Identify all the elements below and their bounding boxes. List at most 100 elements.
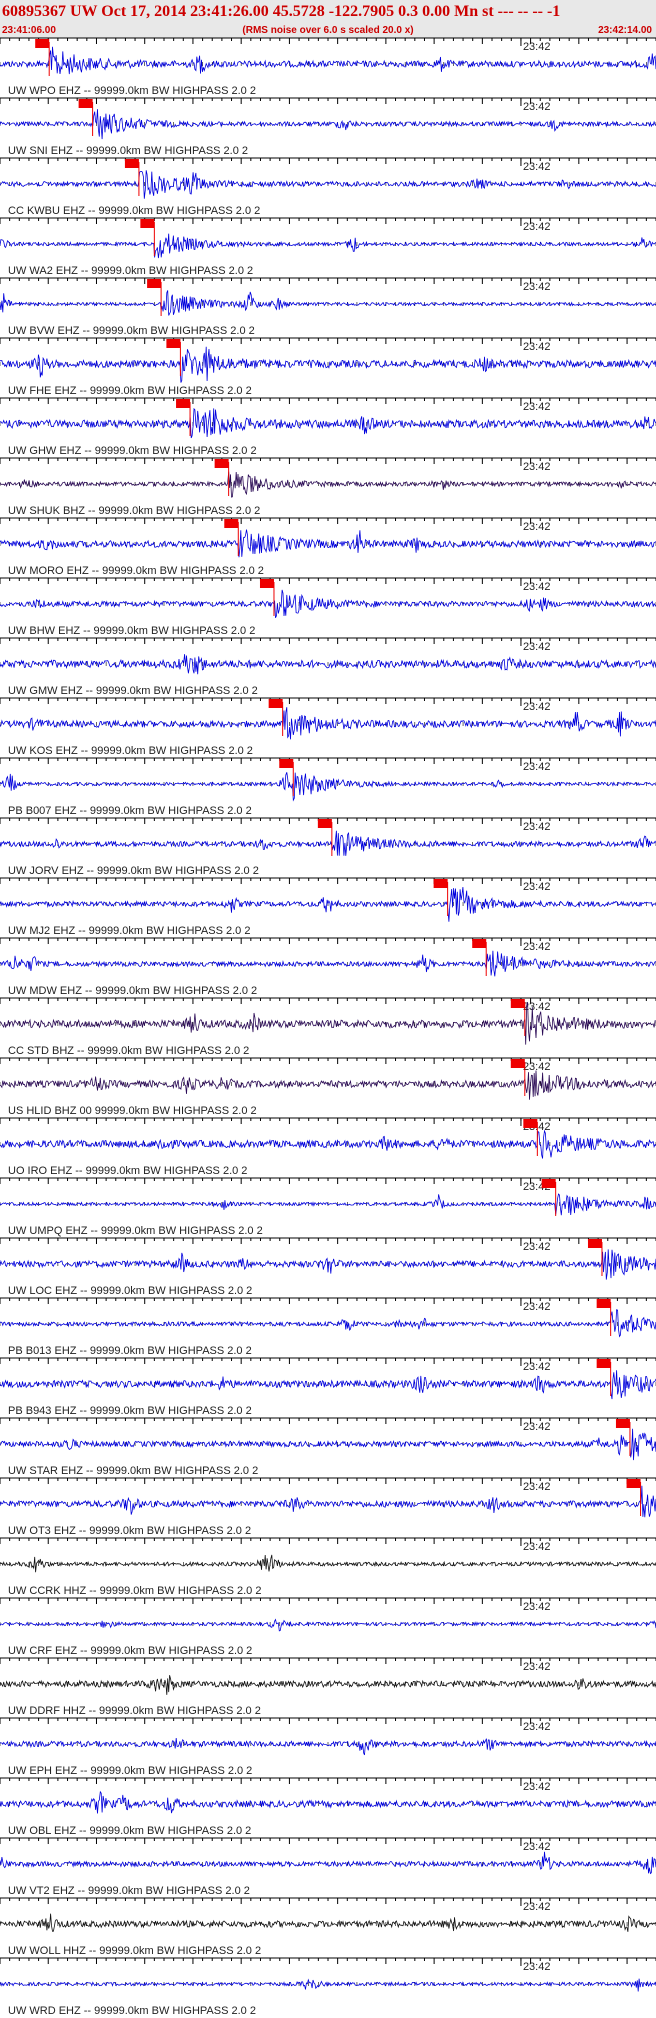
pick-flag bbox=[541, 1179, 556, 1188]
waveform bbox=[0, 109, 656, 140]
station-label: UW WA2 EHZ -- 99999.0km BW HIGHPASS 2.0 … bbox=[8, 265, 253, 277]
waveform bbox=[0, 1978, 656, 1992]
station-label: UW OBL EHZ -- 99999.0km BW HIGHPASS 2.0 … bbox=[8, 1825, 251, 1837]
time-label: 23:42 bbox=[523, 41, 551, 53]
pick-flag bbox=[224, 519, 239, 528]
station-label: UW WRD EHZ -- 99999.0km BW HIGHPASS 2.0 … bbox=[8, 2005, 256, 2017]
pick-flag bbox=[472, 939, 487, 948]
station-label: UW FHE EHZ -- 99999.0km BW HIGHPASS 2.0 … bbox=[8, 385, 252, 397]
pick-flag bbox=[176, 399, 191, 408]
time-label: 23:42 bbox=[523, 701, 551, 713]
time-label: 23:42 bbox=[523, 1061, 551, 1073]
station-label: UW BHW EHZ -- 99999.0km BW HIGHPASS 2.0 … bbox=[8, 625, 255, 637]
pick-flag bbox=[268, 699, 283, 708]
time-label: 23:42 bbox=[523, 1841, 551, 1853]
station-label: PB B943 EHZ -- 99999.0km BW HIGHPASS 2.0… bbox=[8, 1405, 252, 1417]
waveform bbox=[0, 46, 656, 75]
pick-flag bbox=[433, 879, 448, 888]
pick-flag bbox=[615, 1419, 630, 1428]
waveform bbox=[0, 1309, 656, 1338]
time-label: 23:42 bbox=[523, 1721, 551, 1733]
waveform bbox=[0, 1070, 656, 1100]
waveform bbox=[0, 707, 656, 740]
pick-flag bbox=[35, 39, 50, 48]
station-label: UW MDW EHZ -- 99999.0km BW HIGHPASS 2.0 … bbox=[8, 985, 257, 997]
time-label: 23:42 bbox=[523, 1361, 551, 1373]
station-label: UW MJ2 EHZ -- 99999.0km BW HIGHPASS 2.0 … bbox=[8, 925, 250, 937]
waveform bbox=[0, 1618, 656, 1632]
waveform bbox=[0, 1370, 656, 1400]
pick-flag bbox=[166, 339, 181, 348]
pick-flag bbox=[596, 1299, 611, 1308]
station-label: PB B013 EHZ -- 99999.0km BW HIGHPASS 2.0… bbox=[8, 1345, 252, 1357]
time-label: 23:42 bbox=[523, 941, 551, 953]
pick-flag bbox=[140, 219, 155, 228]
time-label: 23:42 bbox=[523, 1241, 551, 1253]
station-label: UW STAR EHZ -- 99999.0km BW HIGHPASS 2.0… bbox=[8, 1465, 258, 1477]
waveform bbox=[0, 1193, 656, 1216]
time-label: 23:42 bbox=[523, 761, 551, 773]
station-label: UW KOS EHZ -- 99999.0km BW HIGHPASS 2.0 … bbox=[8, 745, 253, 757]
station-label: UW WOLL HHZ -- 99999.0km BW HIGHPASS 2.0… bbox=[8, 1945, 261, 1957]
waveform bbox=[0, 471, 656, 498]
time-label: 23:42 bbox=[523, 1541, 551, 1553]
pick-flag bbox=[214, 459, 229, 468]
station-label: UW SNI EHZ -- 99999.0km BW HIGHPASS 2.0 … bbox=[8, 145, 248, 157]
time-label: 23:42 bbox=[523, 821, 551, 833]
time-label: 23:42 bbox=[523, 341, 551, 353]
waveform bbox=[0, 886, 656, 922]
waveform bbox=[0, 346, 656, 383]
time-label: 23:42 bbox=[523, 1781, 551, 1793]
waveform bbox=[0, 407, 656, 439]
time-label: 23:42 bbox=[523, 521, 551, 533]
waveform bbox=[0, 1675, 656, 1695]
time-label: 23:42 bbox=[523, 221, 551, 233]
waveform bbox=[0, 1738, 656, 1756]
time-label: 23:42 bbox=[523, 1961, 551, 1973]
waveform bbox=[0, 589, 656, 618]
pick-flag bbox=[626, 1479, 641, 1488]
station-label: UW GHW EHZ -- 99999.0km BW HIGHPASS 2.0 … bbox=[8, 445, 257, 457]
pick-flag bbox=[510, 1059, 525, 1068]
waveform bbox=[0, 1790, 656, 1814]
waveform bbox=[0, 170, 656, 199]
end-time: 23:42:14.00 bbox=[598, 25, 652, 36]
time-label: 23:42 bbox=[523, 461, 551, 473]
station-label: UW GMW EHZ -- 99999.0km BW HIGHPASS 2.0 … bbox=[8, 685, 258, 697]
station-label: UW DDRF HHZ -- 99999.0km BW HIGHPASS 2.0… bbox=[8, 1705, 261, 1717]
station-label: US HLID BHZ 00 99999.0km BW HIGHPASS 2.0… bbox=[8, 1105, 257, 1117]
waveform bbox=[0, 1851, 656, 1875]
time-label: 23:42 bbox=[523, 101, 551, 113]
pick-flag bbox=[124, 159, 139, 168]
note: (RMS noise over 6.0 s scaled 20.0 x) bbox=[242, 25, 413, 36]
time-label: 23:42 bbox=[523, 1301, 551, 1313]
time-label: 23:42 bbox=[523, 1601, 551, 1613]
station-label: UW JORV EHZ -- 99999.0km BW HIGHPASS 2.0… bbox=[8, 865, 259, 877]
time-label: 23:42 bbox=[523, 1481, 551, 1493]
station-label: CC KWBU EHZ -- 99999.0km BW HIGHPASS 2.0… bbox=[8, 205, 260, 217]
start-time: 23:41:06.00 bbox=[2, 25, 56, 36]
waveform bbox=[0, 654, 656, 675]
pick-flag bbox=[317, 819, 332, 828]
waveform bbox=[0, 1129, 656, 1159]
pick-flag bbox=[596, 1359, 611, 1368]
station-label: UW WPO EHZ -- 99999.0km BW HIGHPASS 2.0 … bbox=[8, 85, 256, 97]
station-label: UW BVW EHZ -- 99999.0km BW HIGHPASS 2.0 … bbox=[8, 325, 255, 337]
pick-flag bbox=[279, 759, 294, 768]
station-label: CC STD BHZ -- 99999.0km BW HIGHPASS 2.0 … bbox=[8, 1045, 249, 1057]
pick-flag bbox=[587, 1239, 602, 1248]
waveform bbox=[0, 830, 656, 856]
header-bg bbox=[0, 0, 656, 38]
title: 60895367 UW Oct 17, 2014 23:41:26.00 45.… bbox=[2, 3, 560, 20]
pick-flag bbox=[523, 1119, 538, 1128]
waveform bbox=[0, 1428, 656, 1461]
waveform bbox=[0, 1913, 656, 1932]
pick-flag bbox=[510, 999, 525, 1008]
station-label: UW CRF EHZ -- 99999.0km BW HIGHPASS 2.0 … bbox=[8, 1645, 252, 1657]
time-label: 23:42 bbox=[523, 1421, 551, 1433]
station-label: UW LOC EHZ -- 99999.0km BW HIGHPASS 2.0 … bbox=[8, 1285, 252, 1297]
waveform bbox=[0, 1001, 656, 1045]
waveform bbox=[0, 950, 656, 977]
